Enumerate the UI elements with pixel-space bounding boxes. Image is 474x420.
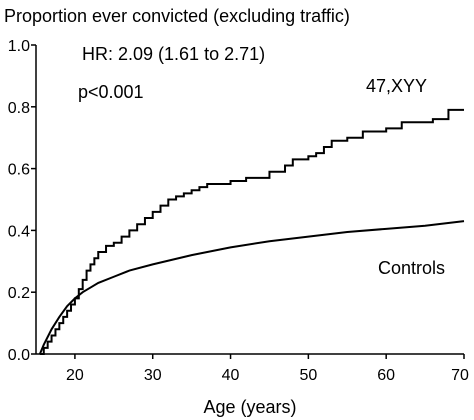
series-line-47xyy <box>39 108 464 355</box>
x-tick-label: 30 <box>144 367 162 384</box>
x-ticks: 20 30 40 50 60 70 <box>66 354 469 384</box>
y-tick-label: 0.4 <box>8 223 30 240</box>
y-tick-label: 0.6 <box>8 162 30 179</box>
chart-title: Proportion ever convicted (excluding tra… <box>4 6 350 26</box>
y-ticks: 0.0 0.2 0.4 0.6 0.8 1.0 <box>8 38 36 364</box>
series-line-controls <box>38 220 465 355</box>
p-value-annotation: p<0.001 <box>78 82 144 102</box>
y-tick-label: 0.2 <box>8 285 30 302</box>
x-axis-label: Age (years) <box>203 397 296 417</box>
axes <box>35 45 464 355</box>
hazard-ratio-annotation: HR: 2.09 (1.61 to 2.71) <box>82 44 265 64</box>
x-tick-label: 60 <box>377 367 395 384</box>
y-tick-label: 1.0 <box>8 38 30 55</box>
x-tick-label: 50 <box>299 367 317 384</box>
x-tick-label: 70 <box>451 367 469 384</box>
series-label-47xyy: 47,XYY <box>366 76 427 96</box>
series-label-controls: Controls <box>378 258 445 278</box>
x-tick-label: 40 <box>222 367 240 384</box>
y-tick-label: 0.0 <box>8 347 30 364</box>
y-tick-label: 0.8 <box>8 100 30 117</box>
series-layer <box>38 108 465 355</box>
x-tick-label: 20 <box>66 367 84 384</box>
